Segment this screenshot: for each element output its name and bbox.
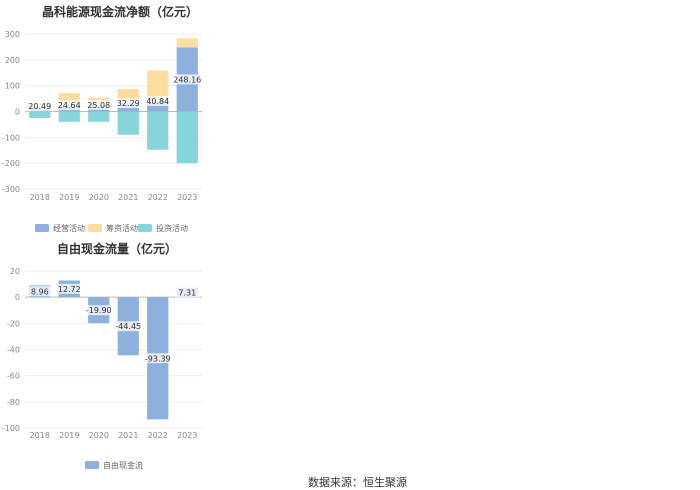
y-tick-label-1-1: 0: [15, 293, 20, 302]
y-tick-label-0-6: -300: [2, 185, 20, 194]
data-label-1-1: 12.72: [58, 285, 81, 294]
x-tick-label-0-5: 2023: [177, 193, 197, 202]
legend-swatch-0-0: [35, 224, 49, 232]
x-tick-label-0-0: 2018: [30, 193, 50, 202]
data-label-bg-1-4: [140, 353, 175, 364]
legend-swatch-0-1: [88, 224, 102, 232]
x-tick-label-1-1: 2019: [59, 431, 79, 440]
x-tick-label-1-2: 2020: [89, 431, 109, 440]
y-tick-label-1-6: -100: [2, 424, 20, 433]
x-tick-label-1-4: 2022: [148, 431, 168, 440]
y-tick-label-0-5: -200: [2, 159, 20, 168]
y-tick-label-0-4: -100: [2, 133, 20, 142]
bar-0-1-5: [176, 38, 198, 48]
y-tick-label-1-0: 20: [10, 267, 20, 276]
y-tick-label-0-1: 200: [5, 56, 20, 65]
bar-0-2-1: [58, 111, 80, 122]
y-tick-label-0-2: 100: [5, 82, 20, 91]
data-source: 数据来源：恒生聚源: [308, 476, 407, 489]
y-tick-label-0-0: 300: [5, 30, 20, 39]
x-tick-label-1-0: 2018: [30, 431, 50, 440]
legend-label-0-1: 筹资活动: [106, 223, 138, 233]
legend-swatch-0-2: [138, 224, 152, 232]
data-label-bg-0-4: [143, 95, 173, 106]
data-label-0-4: 40.84: [146, 97, 169, 106]
data-label-1-2: -19.90: [86, 306, 112, 315]
y-tick-label-1-5: -80: [7, 398, 20, 407]
data-label-bg-1-0: [27, 286, 52, 297]
data-label-bg-1-1: [54, 283, 84, 294]
y-tick-label-1-3: -40: [7, 346, 20, 355]
data-label-1-3: -44.45: [115, 322, 141, 331]
bar-0-2-4: [147, 111, 169, 150]
legend-label-0-2: 投资活动: [156, 223, 188, 233]
data-label-bg-0-1: [54, 100, 84, 111]
legend-swatch-1-0: [85, 461, 99, 469]
bar-0-1-4: [147, 70, 169, 101]
bar-0-2-5: [176, 111, 198, 164]
legend-label-0-0: 经营活动: [53, 223, 85, 233]
bar-0-2-2: [88, 111, 110, 122]
legend-label-1-0: 自由现金流: [103, 460, 143, 470]
x-tick-label-0-2: 2020: [89, 193, 109, 202]
data-label-bg-1-2: [81, 305, 116, 316]
data-label-bg-0-0: [25, 101, 55, 112]
y-tick-label-0-3: 0: [15, 108, 20, 117]
data-label-1-4: -93.39: [145, 354, 171, 363]
data-label-bg-1-3: [111, 321, 146, 332]
data-label-0-2: 25.08: [87, 101, 110, 110]
data-label-1-5: 7.31: [178, 288, 196, 297]
bar-0-0-4: [147, 100, 169, 112]
data-label-0-1: 24.64: [58, 101, 81, 110]
bar-0-2-0: [29, 111, 51, 118]
data-label-bg-0-2: [84, 100, 114, 111]
data-label-bg-1-5: [175, 287, 200, 298]
bar-0-2-3: [117, 111, 139, 135]
data-label-1-0: 8.96: [31, 287, 49, 296]
x-tick-label-0-3: 2021: [118, 193, 138, 202]
x-tick-label-0-1: 2019: [59, 193, 79, 202]
data-label-bg-0-5: [170, 74, 205, 85]
data-label-bg-0-3: [113, 98, 143, 109]
data-label-0-5: 248.16: [173, 75, 201, 84]
data-label-0-3: 32.29: [117, 99, 140, 108]
y-tick-label-1-4: -60: [7, 372, 20, 381]
y-tick-label-1-2: -20: [7, 319, 20, 328]
data-label-0-0: 20.49: [28, 102, 51, 111]
x-tick-label-0-4: 2022: [148, 193, 168, 202]
chart2-title: 自由现金流量（亿元）: [57, 242, 178, 256]
x-tick-label-1-5: 2023: [177, 431, 197, 440]
x-tick-label-1-3: 2021: [118, 431, 138, 440]
chart1-title: 晶科能源现金流净额（亿元）: [42, 5, 199, 19]
